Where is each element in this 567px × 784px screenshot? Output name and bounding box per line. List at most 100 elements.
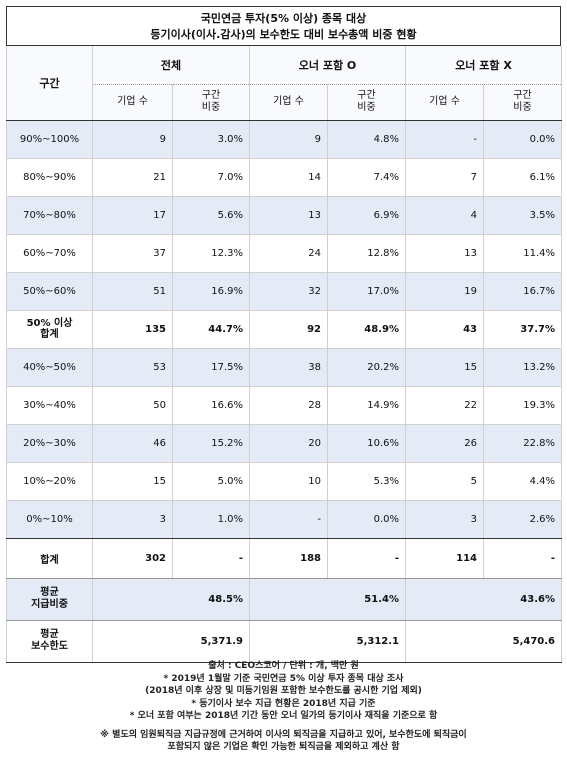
cell: 38 xyxy=(249,348,328,387)
header-count: 기업 수 xyxy=(249,84,328,121)
footnotes: 출처 : CEO스코어 / 단위 : 개, 백만 원 * 2019년 1월말 기… xyxy=(6,654,561,778)
cell: 13 xyxy=(249,196,328,235)
table-row: 60%~70% 37 12.3% 24 12.8% 13 11.4% xyxy=(6,234,562,273)
header-range: 구간 xyxy=(6,46,93,121)
footnote: * 등기이사 보수 지급 현황은 2018년 지급 기준 xyxy=(191,698,376,709)
footnote: * 2019년 1월말 기준 국민연금 5% 이상 투자 종목 대상 조사 xyxy=(163,673,404,684)
cell: 5.0% xyxy=(172,462,250,501)
cell: 4.4% xyxy=(483,462,562,501)
cell: 50 xyxy=(92,386,173,425)
cell: 17.0% xyxy=(327,272,406,311)
cell: 5,371.9 xyxy=(92,620,250,663)
cell: 10 xyxy=(249,462,328,501)
table-row: 10%~20% 15 5.0% 10 5.3% 5 4.4% xyxy=(6,462,562,501)
cell: 4 xyxy=(405,196,484,235)
cell: 7 xyxy=(405,158,484,197)
avg-share-row: 평균 지급비중 48.5% 51.4% 43.6% xyxy=(6,578,562,621)
title-line-1: 국민연금 투자(5% 이상) 종목 대상 xyxy=(200,12,367,25)
cell: 20 xyxy=(249,424,328,463)
data-table: 구간 전체 오너 포함 O 오너 포함 X 기업 수 구간 비중 기업 수 구간 비… xyxy=(6,46,562,663)
table-row: 90%~100% 9 3.0% 9 4.8% - 0.0% xyxy=(6,120,562,159)
header-share: 구간 비중 xyxy=(327,84,406,121)
avg-cap-row: 평균 보수한도 5,371.9 5,312.1 5,470.6 xyxy=(6,620,562,663)
table-row: 20%~30% 46 15.2% 20 10.6% 26 22.8% xyxy=(6,424,562,463)
cell: 44.7% xyxy=(172,310,250,349)
row-label: 합계 xyxy=(6,538,93,579)
cell: 3 xyxy=(92,500,173,539)
header-count: 기업 수 xyxy=(405,84,484,121)
cell: 10.6% xyxy=(327,424,406,463)
cell: 37.7% xyxy=(483,310,562,349)
cell: 43.6% xyxy=(405,578,562,621)
table-row: 30%~40% 50 16.6% 28 14.9% 22 19.3% xyxy=(6,386,562,425)
cell: 51 xyxy=(92,272,173,311)
cell: 5.6% xyxy=(172,196,250,235)
cell: 16.6% xyxy=(172,386,250,425)
cell: 22.8% xyxy=(483,424,562,463)
row-label: 50%~60% xyxy=(6,272,93,311)
cell: 0.0% xyxy=(483,120,562,159)
header-row-groups: 구간 전체 오너 포함 O 오너 포함 X xyxy=(6,46,562,121)
header-row-sub: 기업 수 구간 비중 기업 수 구간 비중 기업 수 구간 비중 xyxy=(7,84,562,121)
cell: 24 xyxy=(249,234,328,273)
row-label: 90%~100% xyxy=(6,120,93,159)
cell: 43 xyxy=(405,310,484,349)
cell: 37 xyxy=(92,234,173,273)
cell: 14 xyxy=(249,158,328,197)
table-row: 80%~90% 21 7.0% 14 7.4% 7 6.1% xyxy=(6,158,562,197)
cell: 3.0% xyxy=(172,120,250,159)
row-label: 50% 이상 합계 xyxy=(6,310,93,349)
row-label: 60%~70% xyxy=(6,234,93,273)
cell: 6.1% xyxy=(483,158,562,197)
cell: 12.8% xyxy=(327,234,406,273)
row-label: 80%~90% xyxy=(6,158,93,197)
row-label: 30%~40% xyxy=(6,386,93,425)
header-share: 구간 비중 xyxy=(483,84,562,121)
row-label: 0%~10% xyxy=(6,500,93,539)
table-row: 50%~60% 51 16.9% 32 17.0% 19 16.7% xyxy=(6,272,562,311)
row-label: 평균 보수한도 xyxy=(6,620,93,663)
cell: 5,312.1 xyxy=(249,620,406,663)
cell: 51.4% xyxy=(249,578,406,621)
cell: 7.0% xyxy=(172,158,250,197)
cell: - xyxy=(172,538,250,579)
cell: 5.3% xyxy=(327,462,406,501)
cell: 1.0% xyxy=(172,500,250,539)
cell: 21 xyxy=(92,158,173,197)
cell: 135 xyxy=(92,310,173,349)
footnote: * 오너 포함 여부는 2018년 기간 동안 오너 일가의 등기이사 재직을 … xyxy=(129,711,438,721)
cell: 19 xyxy=(405,272,484,311)
row-label: 40%~50% xyxy=(6,348,93,387)
table-row: 0%~10% 3 1.0% - 0.0% 3 2.6% xyxy=(6,500,562,539)
cell: 53 xyxy=(92,348,173,387)
cell: 92 xyxy=(249,310,328,349)
cell: 13 xyxy=(405,234,484,273)
cell: - xyxy=(249,500,328,539)
source-note: 출처 : CEO스코어 / 단위 : 개, 백만 원 xyxy=(208,661,359,671)
cell: 2.6% xyxy=(483,500,562,539)
header-group-owner-o: 오너 포함 O xyxy=(249,46,406,85)
cell: 302 xyxy=(92,538,173,579)
cell: 12.3% xyxy=(172,234,250,273)
cell: 17 xyxy=(92,196,173,235)
cell: 5,470.6 xyxy=(405,620,562,663)
cell: 20.2% xyxy=(327,348,406,387)
cell: 26 xyxy=(405,424,484,463)
cell: 15.2% xyxy=(172,424,250,463)
cell: 7.4% xyxy=(327,158,406,197)
row-label: 평균 지급비중 xyxy=(6,578,93,621)
footnote: 포함되지 않은 기업은 확인 가능한 퇴직금을 제외하고 계산 함 xyxy=(167,742,400,752)
cell: 114 xyxy=(405,538,484,579)
cell: 13.2% xyxy=(483,348,562,387)
table-row: 70%~80% 17 5.6% 13 6.9% 4 3.5% xyxy=(6,196,562,235)
cell: 46 xyxy=(92,424,173,463)
row-label: 10%~20% xyxy=(6,462,93,501)
cell: 6.9% xyxy=(327,196,406,235)
cell: 15 xyxy=(405,348,484,387)
cell: - xyxy=(327,538,406,579)
cell: - xyxy=(405,120,484,159)
table-row: 40%~50% 53 17.5% 38 20.2% 15 13.2% xyxy=(6,348,562,387)
cell: - xyxy=(483,538,562,579)
cell: 48.5% xyxy=(92,578,250,621)
cell: 32 xyxy=(249,272,328,311)
